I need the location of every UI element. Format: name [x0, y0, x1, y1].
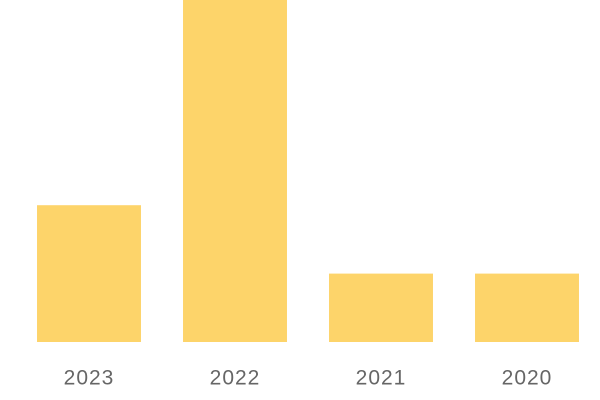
- x-tick-label: 2020: [502, 367, 553, 390]
- x-tick-label: 2023: [64, 367, 115, 390]
- bar: [37, 205, 141, 342]
- bar: [475, 273, 579, 342]
- x-tick-label: 2021: [356, 367, 407, 390]
- x-tick-label: 2022: [210, 367, 261, 390]
- bar: [183, 0, 287, 342]
- bar: [329, 273, 433, 342]
